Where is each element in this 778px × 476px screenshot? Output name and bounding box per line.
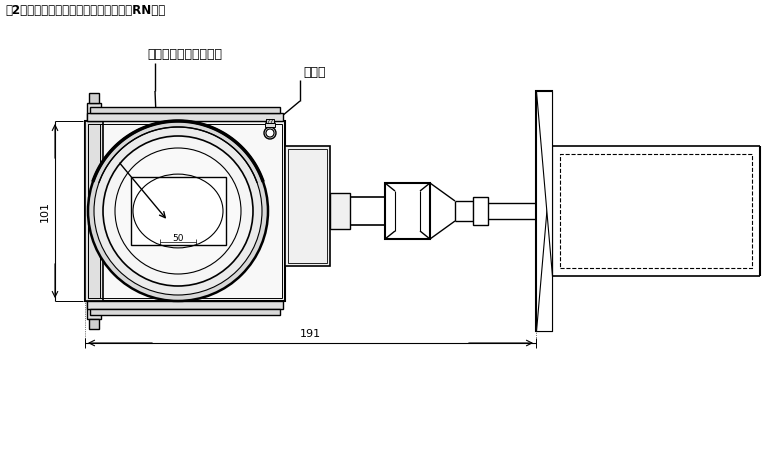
Ellipse shape [264,128,276,140]
Bar [90,108,280,114]
Bar [85,122,103,301]
Text: 50: 50 [172,234,184,242]
Bar [89,94,99,104]
Bar [385,184,430,239]
Bar [87,104,101,122]
Bar [330,194,350,229]
Bar [90,309,280,315]
Ellipse shape [266,130,274,138]
Bar [87,301,101,319]
Bar [288,149,327,263]
Ellipse shape [88,122,268,301]
Ellipse shape [103,137,253,287]
Bar [131,178,226,246]
Text: 接地端: 接地端 [303,65,326,79]
Text: 101: 101 [40,201,50,222]
Bar [473,198,488,226]
Bar [560,155,752,268]
Polygon shape [536,147,552,331]
Text: 191: 191 [300,328,321,338]
Bar [88,125,282,298]
Ellipse shape [94,128,262,296]
Bar [536,92,552,331]
Bar [89,319,99,329]
Text: 图2基本型远传密封装置直接安装式图（RN型）: 图2基本型远传密封装置直接安装式图（RN型） [5,4,165,17]
Polygon shape [536,92,552,277]
Text: 内藏显示表（可选项）: 内藏显示表（可选项） [148,49,223,61]
Bar [285,147,330,267]
Bar [265,124,275,128]
Bar [85,122,285,301]
Bar [87,114,283,122]
Ellipse shape [115,149,241,275]
Bar [266,120,274,124]
Bar [87,301,283,309]
